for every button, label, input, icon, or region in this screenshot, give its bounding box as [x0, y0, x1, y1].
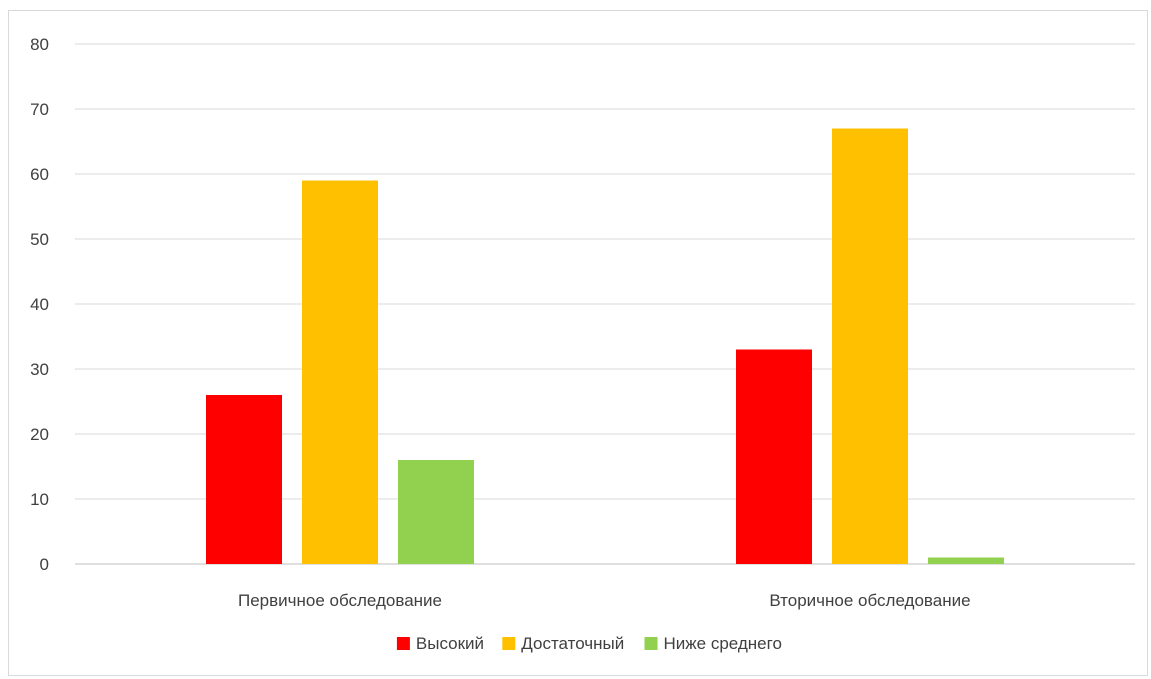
legend-swatch-3 [644, 637, 658, 650]
chart-frame [8, 10, 1148, 676]
legend: Высокий Достаточный Ниже среднего [396, 634, 782, 653]
y-tick-label: 0 [40, 555, 49, 574]
x-axis-category-labels: Первичное обследование Вторичное обследов… [238, 591, 971, 610]
y-tick-label: 70 [30, 100, 49, 119]
bar-3-category-1 [398, 460, 474, 564]
legend-swatch-1 [396, 637, 410, 650]
legend-label-1: Высокий [416, 634, 484, 653]
y-tick-label: 30 [30, 360, 49, 379]
bar-2-category-2 [832, 128, 908, 564]
y-tick-label: 60 [30, 165, 49, 184]
y-tick-label: 50 [30, 230, 49, 249]
legend-swatch-2 [502, 637, 516, 650]
y-tick-label: 20 [30, 425, 49, 444]
y-tick-label: 40 [30, 295, 49, 314]
category-label: Вторичное обследование [769, 591, 970, 610]
y-tick-label: 80 [30, 35, 49, 54]
y-axis-tick-labels: 0 10 20 30 40 50 60 70 80 [30, 35, 49, 574]
y-tick-label: 10 [30, 490, 49, 509]
legend-label-2: Достаточный [521, 634, 624, 653]
bar-1-category-2 [736, 349, 812, 564]
bar-3-category-2 [928, 557, 1004, 564]
bars [206, 128, 1004, 564]
legend-label-3: Ниже среднего [664, 634, 782, 653]
bar-1-category-1 [206, 395, 282, 564]
category-label: Первичное обследование [238, 591, 442, 610]
bar-2-category-1 [302, 180, 378, 564]
